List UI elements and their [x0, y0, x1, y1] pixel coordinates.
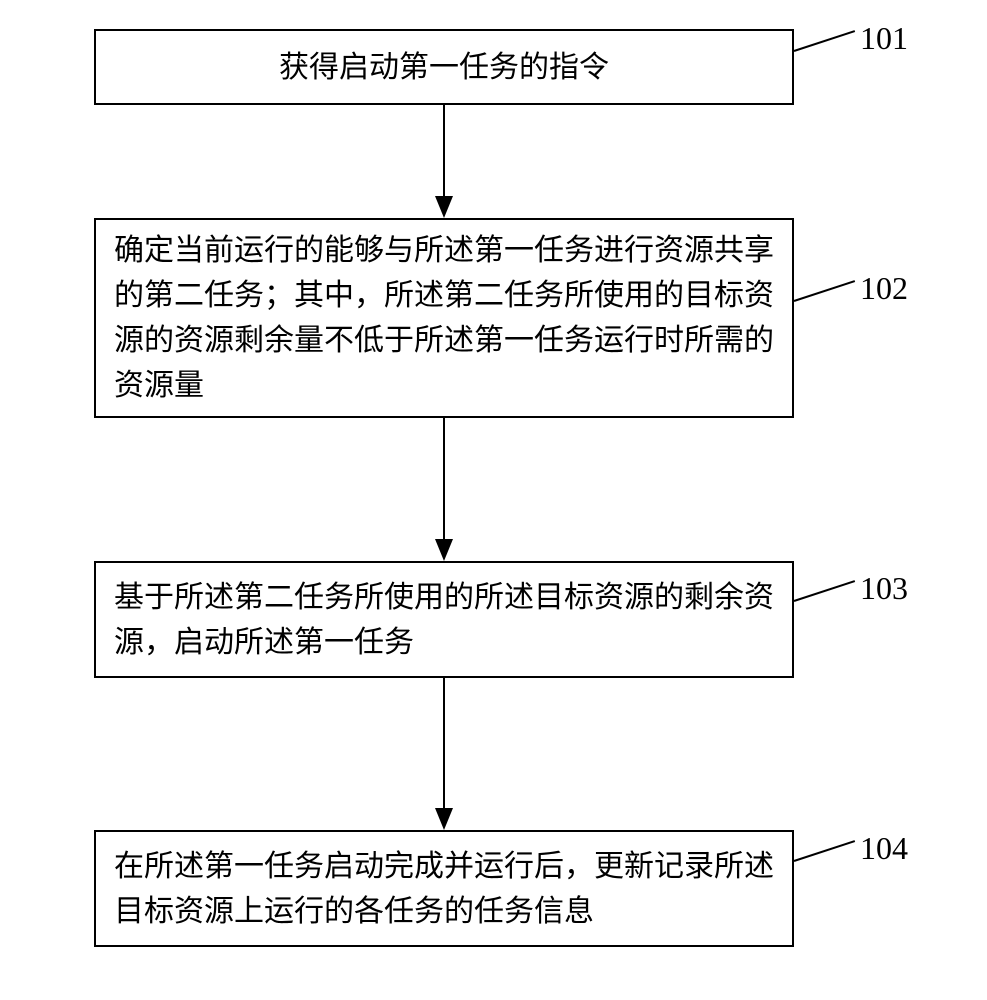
flowchart-arrow-n2-n3 [426, 418, 462, 561]
label-connector-l2 [794, 280, 856, 302]
flowchart-node-n2: 确定当前运行的能够与所述第一任务进行资源共享的第二任务；其中，所述第二任务所使用… [94, 218, 794, 418]
step-label-l4: 104 [860, 830, 908, 867]
flowchart-node-n1: 获得启动第一任务的指令 [94, 29, 794, 105]
label-connector-l4 [794, 840, 856, 862]
node-text: 在所述第一任务启动完成并运行后，更新记录所述目标资源上运行的各任务的任务信息 [114, 844, 774, 934]
node-text: 获得启动第一任务的指令 [114, 45, 774, 90]
step-label-l2: 102 [860, 270, 908, 307]
flowchart-arrow-n1-n2 [426, 105, 462, 218]
flowchart-arrow-n3-n4 [426, 678, 462, 830]
node-text: 确定当前运行的能够与所述第一任务进行资源共享的第二任务；其中，所述第二任务所使用… [114, 228, 774, 408]
node-text: 基于所述第二任务所使用的所述目标资源的剩余资源，启动所述第一任务 [114, 575, 774, 665]
step-label-l3: 103 [860, 570, 908, 607]
label-connector-l3 [794, 580, 856, 602]
flowchart-node-n3: 基于所述第二任务所使用的所述目标资源的剩余资源，启动所述第一任务 [94, 561, 794, 678]
flowchart-node-n4: 在所述第一任务启动完成并运行后，更新记录所述目标资源上运行的各任务的任务信息 [94, 830, 794, 947]
flowchart-canvas: 获得启动第一任务的指令确定当前运行的能够与所述第一任务进行资源共享的第二任务；其… [0, 0, 987, 1000]
step-label-l1: 101 [860, 20, 908, 57]
label-connector-l1 [794, 30, 856, 52]
